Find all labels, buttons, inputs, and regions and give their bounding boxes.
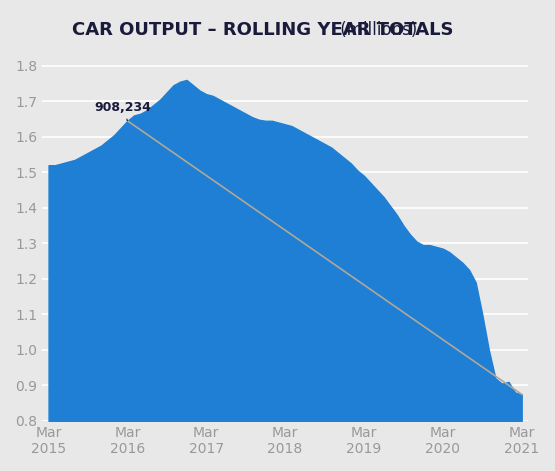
Text: (millions): (millions) <box>335 21 417 39</box>
Text: CAR OUTPUT – ROLLING YEAR TOTALS: CAR OUTPUT – ROLLING YEAR TOTALS <box>72 21 453 39</box>
Text: 908,234: 908,234 <box>94 101 152 121</box>
